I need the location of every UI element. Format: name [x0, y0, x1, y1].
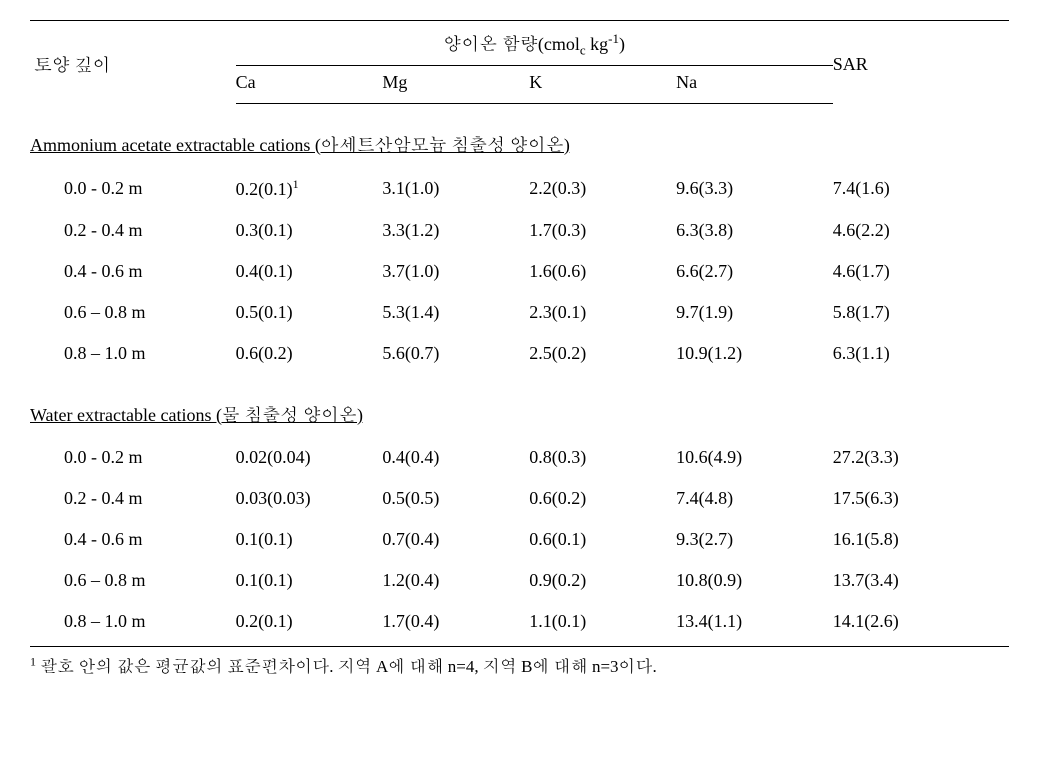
- cell-depth: 0.6 – 0.8 m: [30, 292, 236, 333]
- header-cation-content: 양이온 함량(cmolc kg-1): [236, 21, 833, 66]
- cell-sar: 4.6(1.7): [833, 251, 1009, 292]
- table-row: 0.0 - 0.2 m0.02(0.04)0.4(0.4)0.8(0.3)10.…: [30, 437, 1009, 478]
- cell-depth: 0.4 - 0.6 m: [30, 251, 236, 292]
- cell-mg: 3.3(1.2): [382, 210, 529, 251]
- cell-depth: 0.8 – 1.0 m: [30, 333, 236, 374]
- table-row: 0.6 – 0.8 m0.5(0.1)5.3(1.4)2.3(0.1)9.7(1…: [30, 292, 1009, 333]
- cell-ca: 0.3(0.1): [236, 210, 383, 251]
- header-na: Na: [676, 65, 833, 103]
- cell-na: 9.6(3.3): [676, 167, 833, 210]
- cell-ca: 0.03(0.03): [236, 478, 383, 519]
- cell-sar: 5.8(1.7): [833, 292, 1009, 333]
- cell-k: 1.1(0.1): [529, 601, 676, 647]
- cell-depth: 0.4 - 0.6 m: [30, 519, 236, 560]
- cell-sar: 6.3(1.1): [833, 333, 1009, 374]
- cell-mg: 0.7(0.4): [382, 519, 529, 560]
- cell-depth: 0.6 – 0.8 m: [30, 560, 236, 601]
- table-row: 0.4 - 0.6 m0.1(0.1)0.7(0.4)0.6(0.1)9.3(2…: [30, 519, 1009, 560]
- table-row: 0.2 - 0.4 m0.3(0.1)3.3(1.2)1.7(0.3)6.3(3…: [30, 210, 1009, 251]
- cell-k: 1.6(0.6): [529, 251, 676, 292]
- cell-k: 1.7(0.3): [529, 210, 676, 251]
- cell-sar: 16.1(5.8): [833, 519, 1009, 560]
- cell-mg: 0.4(0.4): [382, 437, 529, 478]
- cell-mg: 3.1(1.0): [382, 167, 529, 210]
- cell-na: 6.6(2.7): [676, 251, 833, 292]
- cell-ca: 0.02(0.04): [236, 437, 383, 478]
- cell-ca: 0.1(0.1): [236, 519, 383, 560]
- cell-ca: 0.2(0.1): [236, 601, 383, 647]
- table-row: 0.8 – 1.0 m0.6(0.2)5.6(0.7)2.5(0.2)10.9(…: [30, 333, 1009, 374]
- cell-na: 6.3(3.8): [676, 210, 833, 251]
- cell-ca: 0.6(0.2): [236, 333, 383, 374]
- cell-ca: 0.2(0.1)1: [236, 167, 383, 210]
- cell-ca: 0.4(0.1): [236, 251, 383, 292]
- cell-mg: 1.2(0.4): [382, 560, 529, 601]
- table-row: 0.0 - 0.2 m0.2(0.1)13.1(1.0)2.2(0.3)9.6(…: [30, 167, 1009, 210]
- cell-ca: 0.1(0.1): [236, 560, 383, 601]
- cell-na: 10.9(1.2): [676, 333, 833, 374]
- table-body: Ammonium acetate extractable cations (아세…: [30, 103, 1009, 646]
- section-title: Ammonium acetate extractable cations (아세…: [30, 103, 1009, 167]
- cell-k: 0.9(0.2): [529, 560, 676, 601]
- cell-k: 2.3(0.1): [529, 292, 676, 333]
- header-k: K: [529, 65, 676, 103]
- cell-mg: 5.6(0.7): [382, 333, 529, 374]
- table-row: 0.4 - 0.6 m0.4(0.1)3.7(1.0)1.6(0.6)6.6(2…: [30, 251, 1009, 292]
- table-row: 0.2 - 0.4 m0.03(0.03)0.5(0.5)0.6(0.2)7.4…: [30, 478, 1009, 519]
- cell-mg: 1.7(0.4): [382, 601, 529, 647]
- cell-k: 2.2(0.3): [529, 167, 676, 210]
- cell-k: 0.6(0.2): [529, 478, 676, 519]
- cell-depth: 0.0 - 0.2 m: [30, 437, 236, 478]
- cell-depth: 0.0 - 0.2 m: [30, 167, 236, 210]
- header-soil-depth: 토양 깊이: [30, 21, 236, 104]
- section-title: Water extractable cations (물 침출성 양이온): [30, 374, 1009, 437]
- cell-sar: 14.1(2.6): [833, 601, 1009, 647]
- cell-depth: 0.8 – 1.0 m: [30, 601, 236, 647]
- cell-k: 2.5(0.2): [529, 333, 676, 374]
- header-mg: Mg: [382, 65, 529, 103]
- cell-na: 9.7(1.9): [676, 292, 833, 333]
- cation-table: 토양 깊이 양이온 함량(cmolc kg-1) SAR Ca Mg K Na …: [30, 20, 1009, 647]
- cell-mg: 0.5(0.5): [382, 478, 529, 519]
- footnote: 1 괄호 안의 값은 평균값의 표준편차이다. 지역 A에 대해 n=4, 지역…: [30, 647, 1009, 677]
- table-row: 0.8 – 1.0 m0.2(0.1)1.7(0.4)1.1(0.1)13.4(…: [30, 601, 1009, 647]
- cell-sar: 27.2(3.3): [833, 437, 1009, 478]
- table-row: 0.6 – 0.8 m0.1(0.1)1.2(0.4)0.9(0.2)10.8(…: [30, 560, 1009, 601]
- cell-mg: 3.7(1.0): [382, 251, 529, 292]
- cell-na: 13.4(1.1): [676, 601, 833, 647]
- footnote-text: 괄호 안의 값은 평균값의 표준편차이다. 지역 A에 대해 n=4, 지역 B…: [36, 657, 657, 676]
- header-sar: SAR: [833, 21, 1009, 104]
- header-ca: Ca: [236, 65, 383, 103]
- cell-mg: 5.3(1.4): [382, 292, 529, 333]
- cell-sar: 13.7(3.4): [833, 560, 1009, 601]
- cell-na: 7.4(4.8): [676, 478, 833, 519]
- cell-ca: 0.5(0.1): [236, 292, 383, 333]
- cell-k: 0.8(0.3): [529, 437, 676, 478]
- cell-sar: 17.5(6.3): [833, 478, 1009, 519]
- cell-k: 0.6(0.1): [529, 519, 676, 560]
- cell-na: 10.6(4.9): [676, 437, 833, 478]
- cell-depth: 0.2 - 0.4 m: [30, 210, 236, 251]
- cell-na: 10.8(0.9): [676, 560, 833, 601]
- cell-na: 9.3(2.7): [676, 519, 833, 560]
- cell-sar: 7.4(1.6): [833, 167, 1009, 210]
- cell-depth: 0.2 - 0.4 m: [30, 478, 236, 519]
- cell-sar: 4.6(2.2): [833, 210, 1009, 251]
